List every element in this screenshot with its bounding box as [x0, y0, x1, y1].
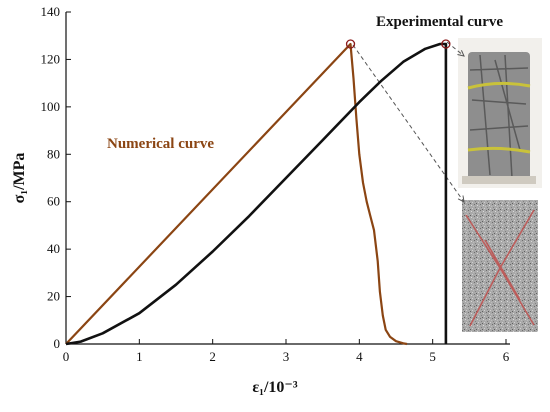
- y-tick-label-5: 100: [41, 99, 61, 114]
- series-layer: [65, 42, 448, 346]
- x-tick-label-6: 6: [503, 349, 510, 364]
- experimental-curve-label: Experimental curve: [376, 14, 503, 30]
- x-tick-label-2: 2: [209, 349, 216, 364]
- x-axis-ticks: 0 1 2 3 4 5 6: [63, 339, 510, 364]
- x-tick-label-4: 4: [356, 349, 363, 364]
- y-tick-label-7: 140: [41, 4, 61, 19]
- x-tick-label-5: 5: [429, 349, 436, 364]
- series-line-0: [65, 42, 408, 346]
- x-tick-label-3: 3: [283, 349, 290, 364]
- y-tick-label-6: 120: [41, 51, 61, 66]
- y-tick-label-2: 40: [47, 241, 60, 256]
- y-tick-label-0: 0: [54, 336, 61, 351]
- y-tick-label-1: 20: [47, 289, 60, 304]
- y-axis-title: σ₁/MPa: [11, 153, 28, 204]
- specimen-photo: [458, 38, 542, 188]
- peak-marker-1: [441, 39, 451, 49]
- x-axis-title: ε₁/10⁻³: [252, 379, 298, 396]
- peak-marker-0: [345, 39, 356, 49]
- y-axis-ticks: 0 20 40 60 80 100 120 140: [41, 4, 71, 351]
- pointer-to-simulation: [352, 44, 464, 202]
- x-tick-label-0: 0: [63, 349, 70, 364]
- numerical-curve-label: Numerical curve: [107, 136, 214, 152]
- y-tick-label-3: 60: [47, 194, 60, 209]
- series-line-1: [65, 42, 448, 346]
- simulation-image: [462, 200, 538, 332]
- y-tick-label-4: 80: [47, 146, 60, 161]
- peak-markers: [345, 39, 451, 49]
- x-tick-label-1: 1: [136, 349, 143, 364]
